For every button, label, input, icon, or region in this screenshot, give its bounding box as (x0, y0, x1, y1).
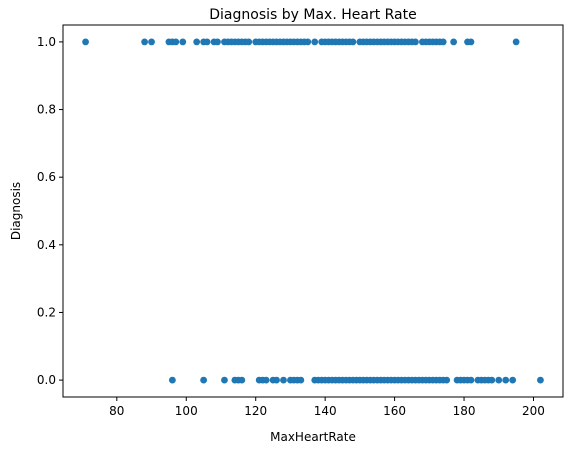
x-tick-label: 120 (244, 404, 267, 418)
data-point (203, 38, 211, 46)
x-tick-label: 140 (314, 404, 337, 418)
data-point (311, 38, 319, 46)
data-point (193, 38, 201, 46)
data-point (280, 376, 287, 384)
y-tick-label: 1.0 (37, 35, 56, 49)
data-point (349, 38, 357, 46)
data-point (467, 38, 475, 46)
data-point (443, 376, 451, 384)
data-point (537, 376, 544, 384)
data-point (412, 38, 419, 46)
y-tick-label: 0.4 (37, 238, 56, 252)
x-tick-label: 160 (383, 404, 406, 418)
x-tick-label: 200 (522, 404, 545, 418)
x-tick-label: 80 (109, 404, 124, 418)
data-point (467, 376, 475, 384)
y-tick-label: 0.6 (37, 170, 56, 184)
y-tick-label: 0.8 (37, 103, 56, 117)
data-point (200, 376, 208, 384)
chart-title: Diagnosis by Max. Heart Rate (209, 7, 416, 23)
y-tick-label: 0.0 (37, 373, 56, 387)
data-point (221, 376, 228, 384)
data-point (262, 376, 270, 384)
data-point (141, 38, 148, 46)
x-tick-label: 180 (453, 404, 476, 418)
y-axis: 0.0 0.2 0.4 0.6 0.8 1.0 (37, 35, 63, 387)
x-axis: 80 100 120 140 160 180 200 (109, 397, 545, 418)
x-tick-label: 100 (175, 404, 198, 418)
data-point (450, 38, 458, 46)
data-point (495, 376, 503, 384)
data-point (172, 38, 180, 46)
data-point (148, 38, 155, 46)
data-point (82, 38, 89, 46)
x-axis-label: MaxHeartRate (270, 430, 356, 444)
data-point (168, 376, 176, 384)
data-point (238, 376, 246, 384)
data-point (304, 38, 312, 46)
plot-frame (62, 24, 564, 398)
points-layer (82, 38, 544, 384)
data-point (245, 38, 253, 46)
data-point (488, 376, 496, 384)
data-point (273, 376, 280, 384)
y-tick-label: 0.2 (37, 305, 56, 319)
y-axis-label: Diagnosis (9, 182, 23, 240)
data-point (509, 376, 517, 384)
data-point (297, 376, 305, 384)
data-point (179, 38, 187, 46)
data-point (512, 38, 520, 46)
data-point (502, 376, 510, 384)
data-point (214, 38, 221, 46)
data-point (439, 38, 447, 46)
